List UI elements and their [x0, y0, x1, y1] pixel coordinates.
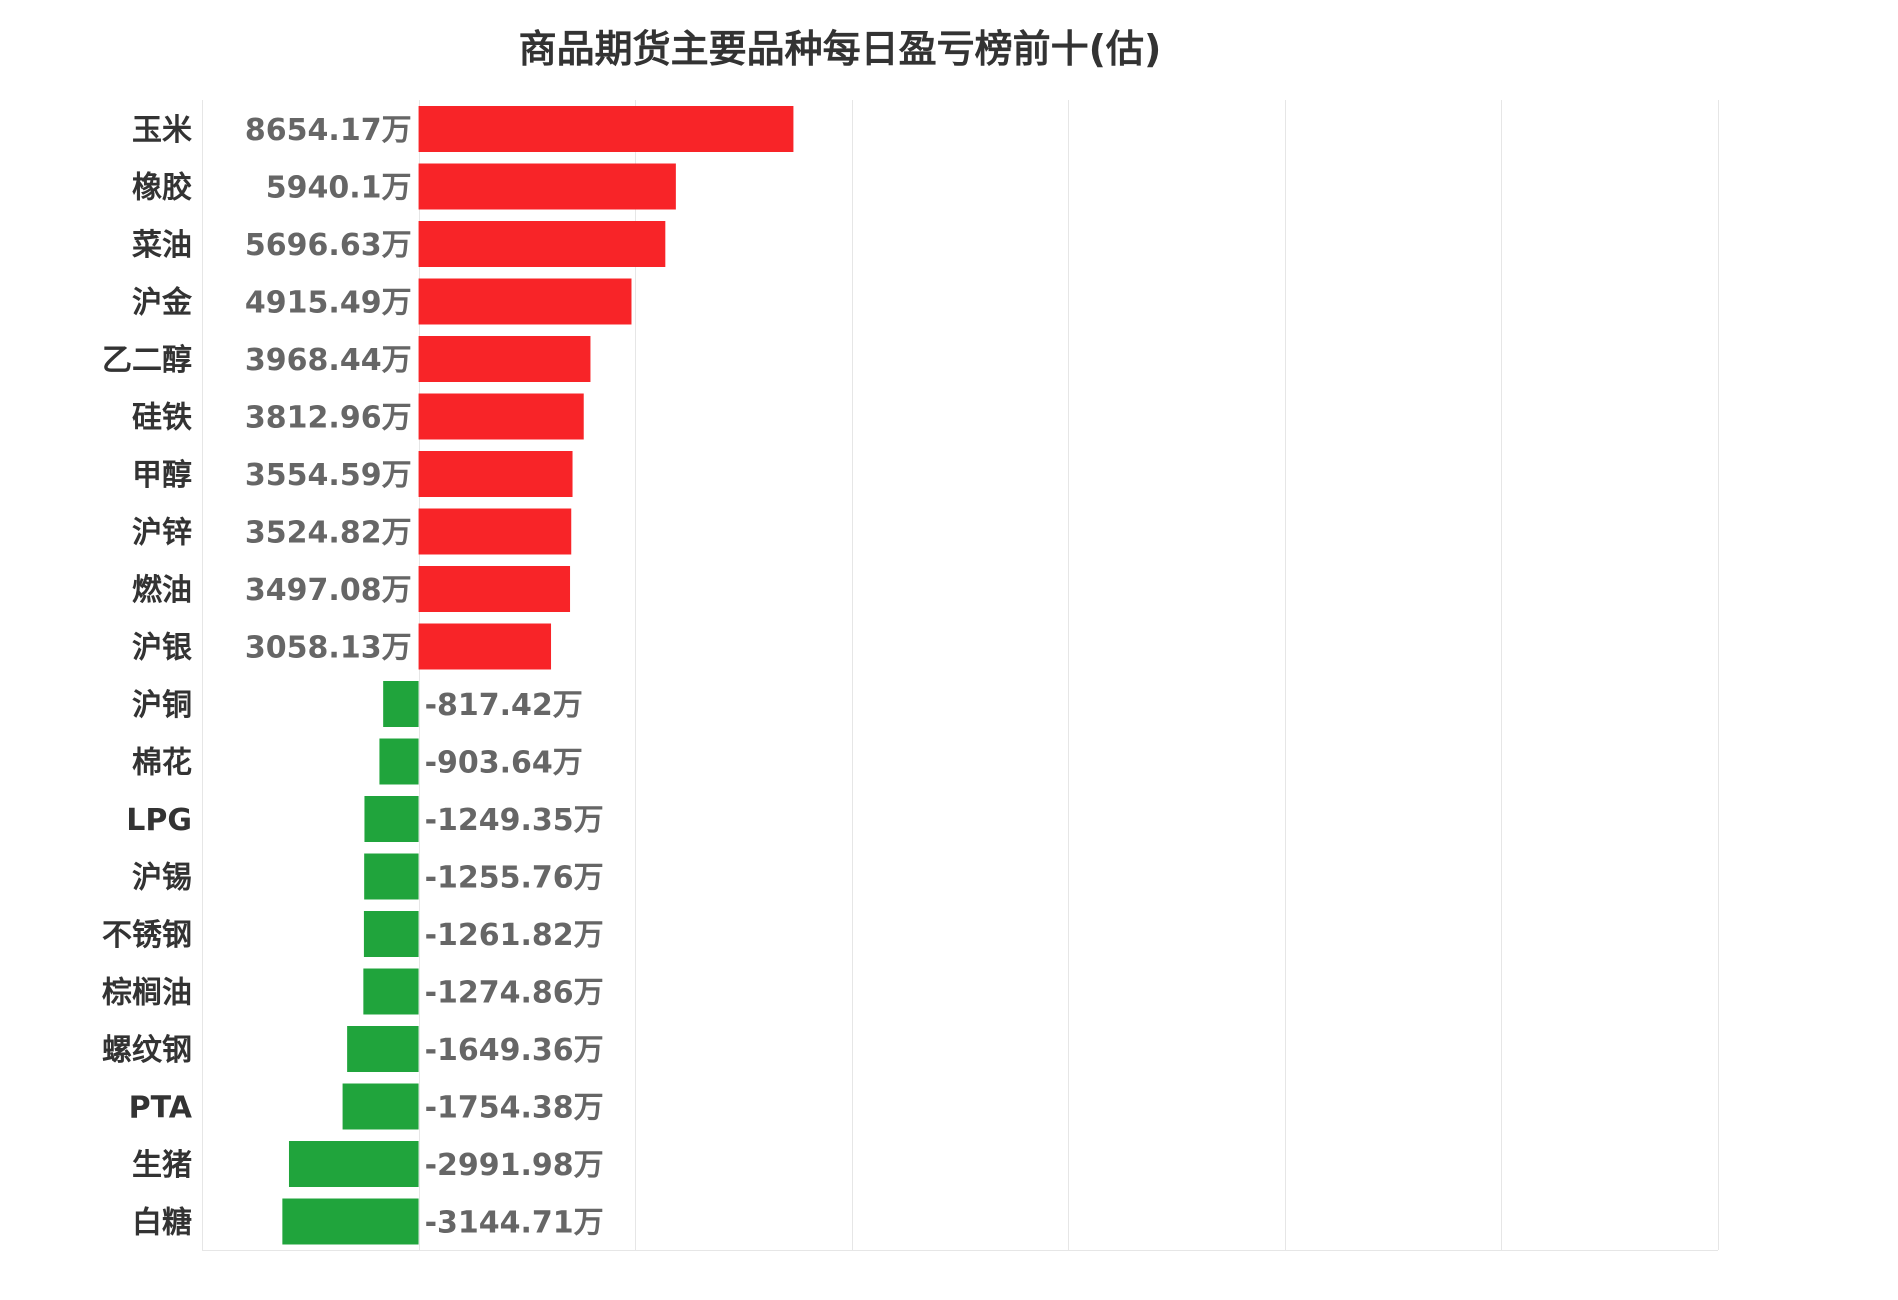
category-label: 棕榈油 — [102, 976, 192, 1011]
category-label: 沪锡 — [132, 861, 192, 896]
category-label: 棉花 — [132, 746, 192, 781]
bar — [379, 738, 419, 785]
bar — [342, 1083, 419, 1130]
data-label: 3812.96万 — [245, 401, 412, 436]
bar — [418, 278, 632, 325]
category-label: 不锈钢 — [102, 918, 192, 953]
bar — [363, 968, 419, 1015]
category-label: 乙二醇 — [102, 343, 192, 378]
category-label: 沪银 — [132, 631, 192, 666]
data-label: -3144.71万 — [425, 1206, 604, 1241]
bar-layer — [282, 106, 794, 1245]
data-label: 3524.82万 — [245, 516, 412, 551]
bar — [418, 566, 571, 612]
data-label: 4915.49万 — [245, 286, 412, 321]
category-label: 甲醇 — [132, 458, 192, 493]
bar — [347, 1026, 419, 1072]
bar — [418, 106, 794, 152]
data-label: 3497.08万 — [245, 573, 412, 608]
bar — [363, 911, 419, 957]
data-label: 3058.13万 — [245, 631, 412, 666]
bar — [364, 796, 419, 842]
data-label: 8654.17万 — [245, 113, 412, 148]
category-label: 沪铜 — [132, 688, 192, 723]
data-label: 3968.44万 — [245, 343, 412, 378]
bar — [418, 508, 572, 555]
data-label: -1249.35万 — [425, 803, 604, 838]
category-label: 硅铁 — [132, 401, 192, 436]
category-label: 菜油 — [132, 228, 192, 263]
data-label: 3554.59万 — [245, 458, 412, 493]
data-label: -1255.76万 — [425, 861, 604, 896]
data-label: -1649.36万 — [425, 1033, 604, 1068]
data-label: 5940.1万 — [266, 171, 412, 206]
category-label: 沪金 — [132, 286, 193, 321]
data-label: -1754.38万 — [425, 1091, 604, 1126]
data-label: -903.64万 — [425, 746, 583, 781]
data-label: -2991.98万 — [425, 1148, 604, 1183]
category-label: 白糖 — [132, 1206, 192, 1241]
category-label: LPG — [126, 803, 192, 838]
data-label: -1261.82万 — [425, 918, 604, 953]
data-label: 5696.63万 — [245, 228, 412, 263]
category-label: 玉米 — [132, 113, 192, 148]
bar — [418, 221, 666, 267]
bar — [383, 681, 419, 727]
data-label: -1274.86万 — [425, 976, 604, 1011]
bar — [418, 623, 552, 670]
chart-title: 商品期货主要品种每日盈亏榜前十(估) — [518, 27, 1162, 71]
grid-layer — [202, 100, 1719, 1251]
bar — [418, 163, 676, 210]
bar — [288, 1141, 419, 1187]
bar — [282, 1198, 419, 1245]
bar — [418, 451, 573, 497]
category-label: 沪锌 — [132, 516, 192, 551]
bar — [418, 336, 591, 382]
data-label: -817.42万 — [425, 688, 583, 723]
category-label: PTA — [129, 1091, 193, 1126]
bar — [418, 393, 584, 440]
category-label: 燃油 — [132, 573, 192, 608]
category-label: 生猪 — [132, 1148, 192, 1183]
category-label: 橡胶 — [132, 171, 192, 206]
bar — [364, 853, 419, 900]
category-label: 螺纹钢 — [102, 1033, 192, 1068]
